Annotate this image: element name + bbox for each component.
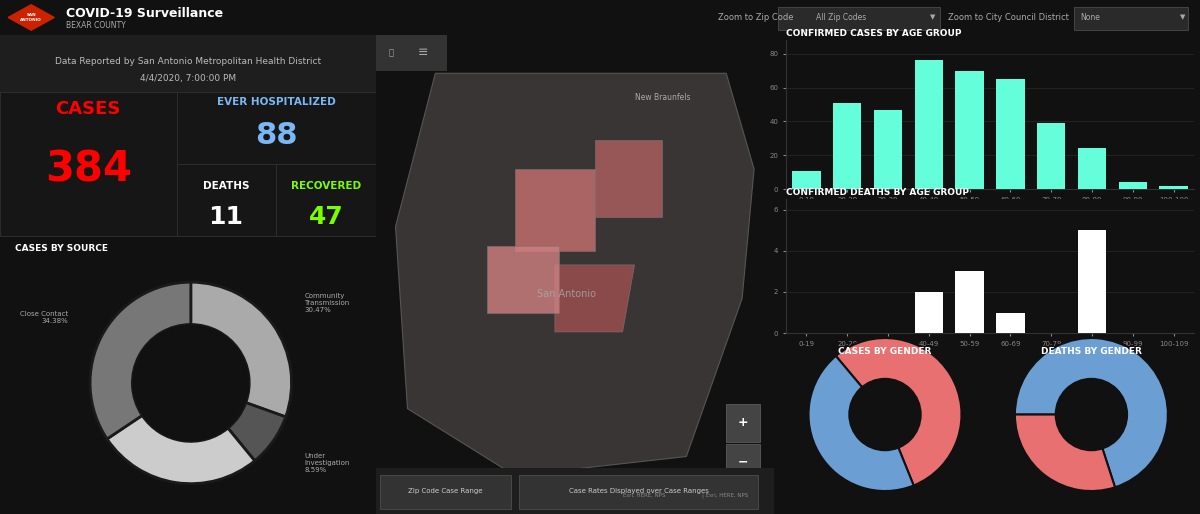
Bar bbox=[955, 70, 984, 189]
FancyBboxPatch shape bbox=[1074, 7, 1188, 30]
Bar bbox=[376, 35, 448, 71]
Text: ▼: ▼ bbox=[1180, 14, 1184, 21]
FancyBboxPatch shape bbox=[778, 7, 940, 30]
Bar bbox=[833, 103, 862, 189]
Text: ▼: ▼ bbox=[930, 14, 935, 21]
Bar bbox=[1078, 230, 1106, 333]
Bar bbox=[874, 109, 902, 189]
Bar bbox=[176, 164, 276, 236]
Text: ≡: ≡ bbox=[418, 46, 428, 59]
Wedge shape bbox=[90, 282, 191, 439]
Text: Zip Code Case Range: Zip Code Case Range bbox=[408, 488, 482, 494]
Text: Community
Transmission
30.47%: Community Transmission 30.47% bbox=[305, 293, 349, 313]
Circle shape bbox=[1055, 378, 1128, 451]
Text: SAN
ANTONIO: SAN ANTONIO bbox=[20, 13, 42, 22]
Text: Case Rates Displayed over Case Ranges: Case Rates Displayed over Case Ranges bbox=[569, 488, 708, 494]
Polygon shape bbox=[595, 140, 662, 217]
Text: Esri, HERE, NPS: Esri, HERE, NPS bbox=[623, 492, 665, 498]
Bar bbox=[996, 313, 1025, 333]
Polygon shape bbox=[515, 169, 595, 250]
Text: Data Reported by San Antonio Metropolitan Health District: Data Reported by San Antonio Metropolita… bbox=[55, 57, 320, 66]
Bar bbox=[276, 164, 376, 236]
Wedge shape bbox=[191, 282, 292, 417]
Text: RECOVERED: RECOVERED bbox=[290, 181, 361, 191]
Bar bbox=[955, 271, 984, 333]
Text: CASES BY GENDER: CASES BY GENDER bbox=[839, 347, 931, 356]
Bar bbox=[0, 35, 376, 93]
Wedge shape bbox=[1015, 338, 1168, 487]
Bar bbox=[1118, 182, 1147, 189]
Wedge shape bbox=[1015, 414, 1115, 491]
Bar bbox=[914, 292, 943, 333]
Text: CONFIRMED CASES BY AGE GROUP: CONFIRMED CASES BY AGE GROUP bbox=[786, 29, 961, 38]
Circle shape bbox=[848, 378, 922, 451]
Wedge shape bbox=[836, 338, 961, 485]
Wedge shape bbox=[809, 356, 913, 491]
Bar bbox=[520, 475, 758, 509]
Text: BEXAR COUNTY: BEXAR COUNTY bbox=[66, 21, 126, 30]
Text: New Braunfels: New Braunfels bbox=[635, 93, 690, 102]
Text: −: − bbox=[738, 456, 749, 469]
Text: DEATHS BY GENDER: DEATHS BY GENDER bbox=[1040, 347, 1142, 356]
Bar bbox=[1037, 123, 1066, 189]
Bar bbox=[914, 61, 943, 189]
Text: All Zip Codes: All Zip Codes bbox=[816, 13, 866, 22]
Text: 47: 47 bbox=[308, 205, 343, 229]
Wedge shape bbox=[228, 402, 286, 461]
Polygon shape bbox=[396, 74, 754, 475]
Text: +: + bbox=[738, 416, 749, 430]
Text: COVID-19 Surveillance: COVID-19 Surveillance bbox=[66, 7, 223, 20]
Bar bbox=[376, 468, 774, 514]
Polygon shape bbox=[8, 5, 54, 30]
Text: 🔍: 🔍 bbox=[389, 48, 394, 57]
Text: San Antonio: San Antonio bbox=[538, 289, 596, 299]
Bar bbox=[996, 79, 1025, 189]
Text: CASES BY SOURCE: CASES BY SOURCE bbox=[16, 244, 108, 252]
Bar bbox=[726, 444, 760, 481]
Bar bbox=[1078, 149, 1106, 189]
Bar bbox=[792, 171, 821, 189]
Bar bbox=[379, 475, 511, 509]
Bar bbox=[0, 93, 376, 236]
Text: Under
Investigation
8.59%: Under Investigation 8.59% bbox=[305, 453, 350, 473]
Bar bbox=[1159, 186, 1188, 189]
Text: None: None bbox=[1080, 13, 1100, 22]
Circle shape bbox=[132, 324, 250, 442]
Polygon shape bbox=[554, 265, 635, 332]
Bar bbox=[0, 93, 176, 236]
Text: Zoom to Zip Code: Zoom to Zip Code bbox=[718, 13, 793, 22]
Text: 4/4/2020, 7:00:00 PM: 4/4/2020, 7:00:00 PM bbox=[139, 74, 236, 83]
Text: | Esri, HERE, NPS: | Esri, HERE, NPS bbox=[702, 492, 749, 498]
Text: DEATHS: DEATHS bbox=[203, 181, 250, 191]
Text: 384: 384 bbox=[44, 148, 132, 190]
Bar bbox=[726, 404, 760, 442]
Bar bbox=[176, 93, 376, 164]
Text: Zoom to City Council District: Zoom to City Council District bbox=[948, 13, 1069, 22]
Text: CONFIRMED DEATHS BY AGE GROUP: CONFIRMED DEATHS BY AGE GROUP bbox=[786, 188, 970, 197]
Text: CASES: CASES bbox=[55, 100, 121, 118]
Wedge shape bbox=[107, 415, 254, 484]
Text: 11: 11 bbox=[209, 205, 244, 229]
Text: 88: 88 bbox=[254, 121, 298, 150]
Polygon shape bbox=[487, 246, 559, 313]
Text: Close Contact
34.38%: Close Contact 34.38% bbox=[20, 311, 68, 324]
Text: EVER HOSPITALIZED: EVER HOSPITALIZED bbox=[217, 97, 336, 107]
